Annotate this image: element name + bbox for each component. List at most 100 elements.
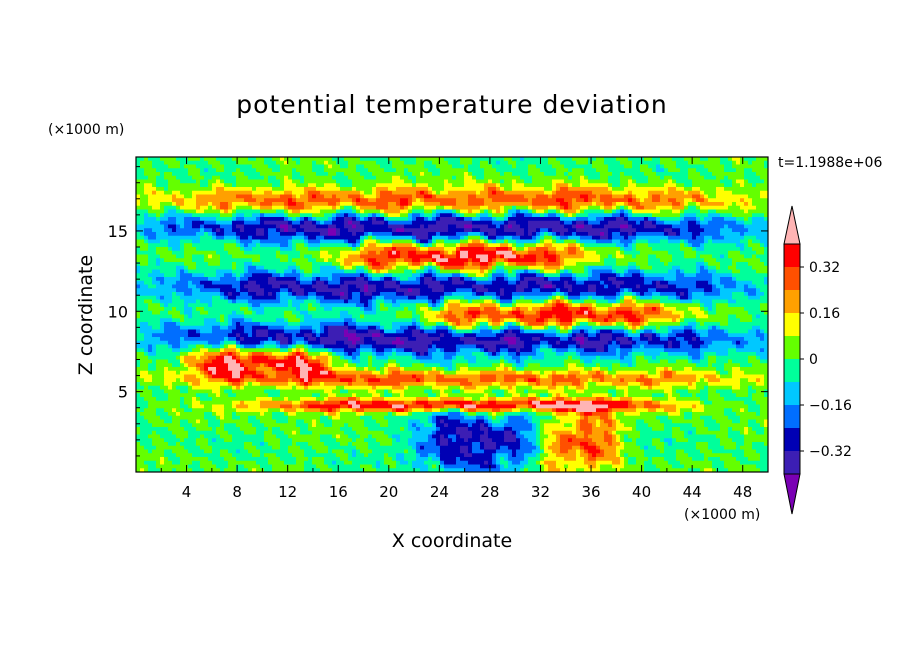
contour-cell — [320, 220, 325, 226]
contour-cell — [676, 284, 697, 289]
contour-cell — [376, 217, 385, 222]
contour-cell — [620, 453, 625, 458]
contour-cell — [308, 239, 321, 244]
contour-cell — [292, 168, 297, 173]
contour-cell — [280, 427, 301, 432]
contour-cell — [496, 374, 505, 379]
contour-cell — [416, 235, 429, 241]
contour-cell — [356, 213, 361, 218]
contour-cell — [236, 412, 261, 417]
contour-cell — [684, 329, 693, 334]
contour-cell — [228, 382, 233, 387]
contour-cell — [584, 168, 597, 173]
contour-cell — [664, 348, 701, 353]
contour-cell — [320, 333, 329, 338]
contour-cell — [744, 209, 749, 214]
contour-cell — [732, 269, 741, 274]
contour-cell — [248, 292, 257, 297]
contour-cell — [332, 363, 345, 368]
contour-cell — [184, 224, 193, 229]
contour-cell — [636, 303, 645, 308]
contour-cell — [560, 209, 565, 214]
contour-cell — [244, 337, 269, 342]
contour-cell — [136, 363, 141, 368]
contour-cell — [488, 243, 501, 248]
contour-cell — [352, 209, 357, 214]
contour-cell — [324, 400, 341, 406]
contour-cell — [556, 393, 561, 398]
contour-cell — [420, 445, 425, 451]
contour-cell — [368, 262, 373, 267]
contour-cell — [756, 389, 765, 394]
contour-cell — [360, 359, 369, 364]
contour-cell — [144, 460, 157, 466]
contour-cell — [392, 164, 425, 169]
contour-cell — [164, 370, 177, 376]
contour-cell — [348, 329, 357, 334]
contour-cell — [572, 224, 577, 229]
contour-cell — [256, 415, 273, 421]
contour-cell — [656, 333, 661, 338]
contour-cell — [368, 329, 381, 334]
contour-cell — [516, 333, 545, 338]
contour-cell — [668, 367, 673, 372]
contour-cell — [440, 217, 457, 222]
contour-cell — [764, 213, 768, 218]
contour-cell — [412, 262, 421, 267]
contour-cell — [404, 172, 413, 177]
contour-cell — [556, 247, 565, 252]
contour-cell — [272, 337, 277, 342]
contour-cell — [412, 322, 417, 327]
contour-cell — [288, 292, 293, 297]
contour-cell — [308, 292, 317, 297]
contour-cell — [256, 430, 265, 436]
contour-cell — [436, 464, 441, 469]
contour-cell — [608, 164, 625, 169]
contour-cell — [624, 164, 633, 169]
contour-cell — [556, 412, 569, 417]
contour-cell — [656, 408, 665, 413]
contour-cell — [684, 367, 693, 372]
contour-cell — [576, 250, 585, 256]
contour-cell — [572, 318, 577, 323]
contour-cell — [572, 337, 577, 342]
contour-cell — [724, 397, 753, 402]
contour-cell — [740, 430, 745, 436]
contour-cell — [372, 213, 377, 218]
contour-cell — [280, 168, 293, 173]
contour-cell — [516, 160, 549, 166]
contour-cell — [436, 232, 441, 237]
contour-cell — [308, 344, 313, 349]
contour-cell — [240, 235, 249, 241]
contour-cell — [504, 157, 513, 162]
contour-cell — [564, 198, 573, 203]
contour-cell — [512, 449, 517, 454]
contour-cell — [488, 412, 493, 417]
contour-cell — [472, 352, 485, 357]
contour-cell — [436, 378, 469, 383]
contour-cell — [648, 374, 661, 379]
contour-cell — [464, 164, 469, 169]
contour-cell — [692, 367, 717, 372]
contour-cell — [540, 382, 553, 387]
contour-cell — [468, 299, 473, 304]
contour-cell — [660, 299, 681, 304]
contour-cell — [144, 213, 149, 218]
contour-cell — [288, 284, 301, 289]
contour-cell — [744, 292, 749, 297]
contour-cell — [516, 280, 521, 286]
contour-cell — [200, 378, 209, 383]
contour-cell — [432, 307, 441, 312]
contour-cell — [344, 265, 353, 271]
contour-cell — [440, 457, 457, 462]
contour-cell — [356, 430, 385, 436]
contour-cell — [488, 427, 493, 432]
contour-cell — [264, 232, 269, 237]
contour-cell — [608, 412, 613, 417]
contour-cell — [480, 374, 497, 379]
contour-cell — [176, 269, 181, 274]
contour-cell — [276, 340, 281, 346]
contour-cell — [524, 453, 537, 458]
contour-cell — [596, 460, 613, 466]
contour-cell — [300, 367, 313, 372]
